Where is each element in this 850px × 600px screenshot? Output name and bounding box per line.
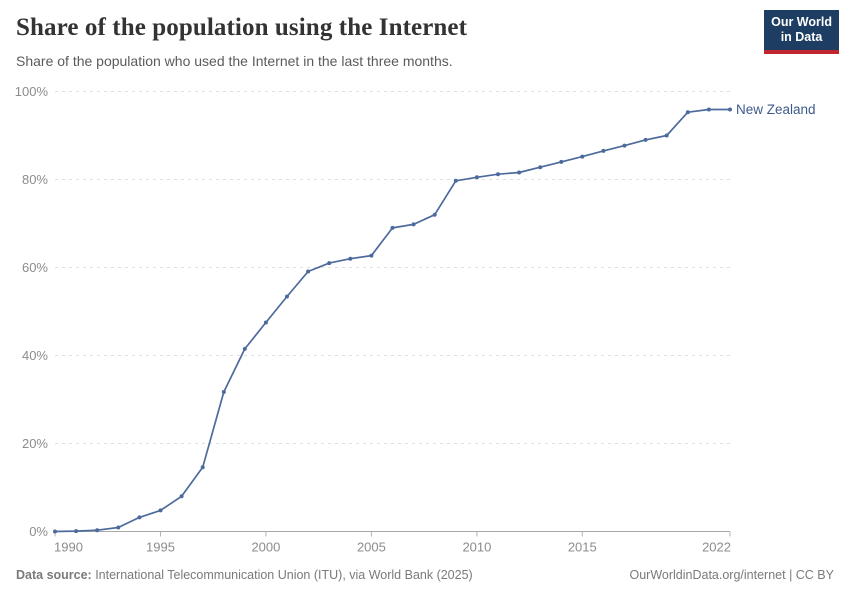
series-line-new-zealand[interactable] (54, 108, 731, 533)
data-point-2015[interactable] (580, 154, 585, 159)
data-point-2016[interactable] (601, 148, 606, 153)
page-title: Share of the population using the Intern… (16, 14, 468, 41)
data-point-2001[interactable] (285, 294, 289, 299)
series-entity-label: New Zealand (736, 102, 816, 117)
data-point-1990[interactable] (53, 529, 57, 534)
data-point-1995[interactable] (158, 508, 163, 513)
y-tick-label-100: 100% (15, 84, 49, 99)
data-point-2017[interactable] (622, 143, 627, 148)
x-tick-label-2015: 2015 (568, 540, 597, 555)
y-tick-label-80: 80% (22, 172, 48, 187)
y-tick-label-0: 0% (29, 524, 48, 539)
data-point-1994[interactable] (137, 515, 142, 520)
chart-footer: Data source: International Telecommunica… (16, 568, 834, 582)
data-point-2008[interactable] (432, 212, 437, 217)
data-point-2007[interactable] (411, 222, 416, 227)
x-tick-label-2000: 2000 (251, 540, 280, 555)
data-point-2022[interactable] (728, 107, 732, 112)
x-tick-label-1990: 1990 (54, 540, 83, 555)
x-tick-label-1995: 1995 (146, 540, 175, 555)
data-point-2006[interactable] (390, 225, 395, 230)
data-point-2002[interactable] (306, 269, 311, 274)
data-point-2018[interactable] (643, 137, 648, 142)
y-tick-label-60: 60% (22, 260, 48, 275)
data-point-2013[interactable] (538, 165, 543, 170)
data-point-2021[interactable] (706, 107, 711, 112)
data-point-2004[interactable] (348, 256, 353, 261)
owid-logo[interactable]: Our World in Data (764, 10, 839, 54)
x-tick-label-2022: 2022 (702, 540, 731, 555)
data-point-2003[interactable] (327, 261, 332, 266)
data-point-2012[interactable] (517, 170, 522, 175)
data-point-2000[interactable] (263, 320, 268, 325)
y-tick-label-20: 20% (22, 436, 48, 451)
data-source-text: International Telecommunication Union (I… (91, 568, 473, 582)
y-tick-label-40: 40% (22, 348, 48, 363)
data-point-2014[interactable] (559, 159, 564, 164)
data-point-2019[interactable] (664, 133, 669, 138)
owid-logo-line2: in Data (780, 29, 823, 44)
data-point-2011[interactable] (496, 172, 500, 177)
x-tick-label-2005: 2005 (357, 540, 386, 555)
data-point-1998[interactable] (221, 390, 226, 394)
data-point-1992[interactable] (95, 528, 100, 533)
owid-logo-line1: Our World (771, 15, 832, 29)
data-point-1996[interactable] (179, 494, 184, 499)
x-tick-label-2010: 2010 (462, 540, 491, 555)
data-point-1993[interactable] (116, 525, 121, 530)
data-point-2009[interactable] (453, 178, 458, 183)
data-source-note: Data source: International Telecommunica… (16, 568, 473, 582)
chart-subtitle: Share of the population who used the Int… (16, 53, 453, 69)
data-point-2020[interactable] (685, 110, 690, 115)
data-point-1999[interactable] (242, 346, 247, 351)
data-point-1997[interactable] (200, 465, 205, 470)
data-point-1991[interactable] (74, 529, 79, 534)
data-source-label: Data source: (16, 568, 92, 582)
attribution-link[interactable]: OurWorldinData.org/internet | CC BY (629, 568, 835, 582)
data-point-2010[interactable] (474, 175, 479, 180)
data-point-2005[interactable] (369, 253, 374, 258)
